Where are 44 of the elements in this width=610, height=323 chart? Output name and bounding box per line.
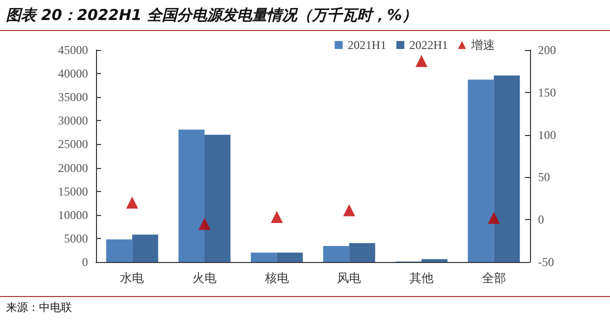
point	[488, 212, 500, 224]
bar	[468, 80, 494, 262]
bar	[323, 246, 350, 262]
y-tick-label: 0	[82, 255, 88, 269]
x-tick-label: 全部	[482, 271, 506, 285]
bar	[422, 259, 448, 262]
bar	[250, 252, 277, 262]
legend-label: 2022H1	[409, 38, 448, 52]
point	[416, 55, 428, 68]
legend-label: 2021H1	[348, 38, 386, 52]
bar	[132, 234, 158, 262]
point	[198, 218, 210, 230]
y-tick-label: 15000	[58, 184, 88, 198]
x-tick-label: 核电	[264, 271, 289, 285]
source-note: 来源：中电联	[6, 300, 72, 315]
y-tick-label: 40000	[58, 66, 88, 81]
y2-tick-label: 150	[538, 85, 556, 100]
x-tick-label: 火电	[192, 271, 216, 285]
y2-tick-label: 0	[538, 212, 544, 227]
x-tick-label: 水电	[120, 271, 144, 285]
x-tick-label: 风电	[337, 271, 362, 285]
bar	[494, 75, 520, 262]
y-tick-label: 10000	[58, 208, 88, 222]
point	[270, 211, 283, 224]
chart-title: 图表 20：2022H1 全国分电源发电量情况（万千瓦时，%）	[6, 6, 418, 25]
y2-tick-label: 50	[538, 170, 550, 184]
y-tick-label: 30000	[58, 114, 88, 128]
y-tick-label: 35000	[58, 90, 88, 104]
bar	[349, 243, 376, 262]
y2-tick-label: 200	[538, 43, 556, 57]
y-tick-label: 5000	[64, 231, 88, 246]
y2-tick-label: -50	[538, 255, 554, 269]
bar	[276, 252, 303, 262]
x-tick-label: 其他	[410, 271, 434, 285]
y-tick-label: 45000	[58, 43, 88, 57]
y-tick-label: 20000	[58, 160, 88, 175]
point	[343, 204, 356, 216]
bar	[106, 239, 132, 262]
y2-tick-label: 100	[538, 128, 556, 142]
legend-label: 增速	[470, 38, 495, 52]
bar	[204, 134, 230, 262]
bar	[178, 130, 204, 262]
y-tick-label: 25000	[58, 137, 88, 152]
point	[126, 196, 138, 209]
